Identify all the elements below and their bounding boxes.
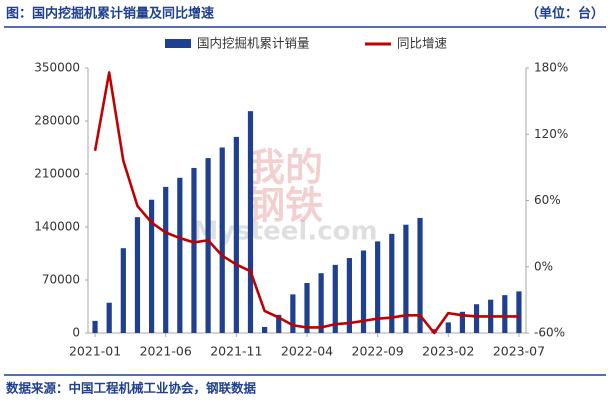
- bar: [134, 217, 141, 333]
- bar: [403, 224, 409, 333]
- y2-tick-label: -60%: [534, 326, 565, 340]
- bar: [332, 264, 338, 333]
- bar: [233, 136, 239, 333]
- bar: [445, 322, 451, 333]
- bar: [473, 304, 480, 333]
- bar: [417, 217, 423, 333]
- legend-label: 同比增速: [397, 36, 448, 51]
- x-tick-label: 2021-01: [69, 344, 121, 359]
- bar: [219, 147, 225, 333]
- legend-swatch: [165, 39, 191, 48]
- bar: [92, 320, 98, 333]
- bar: [205, 158, 211, 333]
- chart-title: 图：国内挖掘机累计销量及同比增速: [6, 6, 214, 22]
- x-tick-label: 2021-11: [210, 344, 262, 359]
- x-tick-label: 2021-06: [140, 344, 192, 359]
- bar: [177, 177, 183, 333]
- bar: [163, 186, 169, 333]
- bar: [247, 111, 254, 334]
- bar: [304, 283, 310, 333]
- bar: [318, 273, 324, 333]
- x-tick-label: 2022-09: [352, 344, 404, 359]
- bar: [360, 250, 367, 333]
- x-tick-label: 2023-02: [422, 344, 474, 359]
- bar: [148, 199, 155, 333]
- bar: [120, 248, 126, 333]
- y-tick-label: 350000: [34, 61, 80, 75]
- bar: [290, 294, 296, 333]
- bar: [375, 241, 381, 333]
- y-tick-label: 0: [72, 326, 80, 340]
- bar: [516, 291, 522, 333]
- bar: [262, 326, 268, 333]
- line: [93, 71, 519, 335]
- bar: [191, 167, 197, 333]
- bar: [459, 311, 466, 333]
- y-tick-label: 280000: [34, 114, 80, 128]
- watermark: 我的: [247, 146, 323, 190]
- source: 数据来源：中国工程机械工业协会，钢联数据: [5, 381, 257, 396]
- unit: （单位：台）: [526, 6, 604, 22]
- bar: [106, 302, 112, 333]
- y-tick-label: 140000: [34, 220, 80, 234]
- y2-tick-label: 180%: [534, 61, 568, 75]
- y2-tick-label: 0%: [534, 259, 553, 273]
- x-tick-label: 2023-07: [493, 344, 545, 359]
- bar: [346, 258, 352, 333]
- y-tick-label: 70000: [42, 273, 80, 287]
- y2-tick-label: 120%: [534, 127, 568, 141]
- watermark: 钢铁: [247, 184, 323, 228]
- bar: [276, 314, 282, 333]
- x-tick-label: 2022-04: [281, 344, 333, 359]
- legend-label: 国内挖掘机累计销量: [197, 36, 310, 51]
- bar: [502, 295, 508, 333]
- bar: [389, 233, 395, 333]
- y-tick-label: 210000: [34, 167, 80, 181]
- y2-tick-label: 60%: [534, 193, 561, 207]
